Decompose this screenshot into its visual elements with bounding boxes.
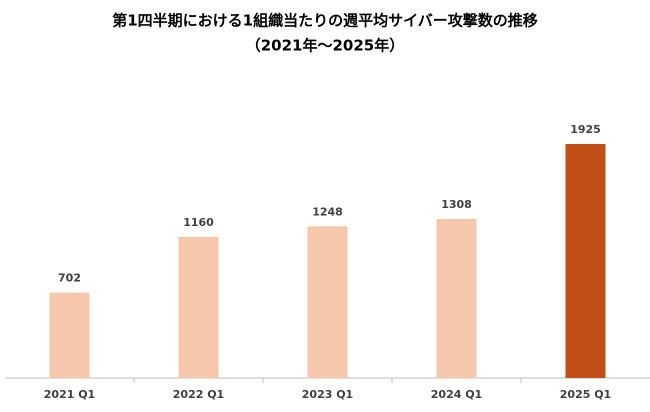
x-tick-label: 2022 Q1: [173, 388, 224, 401]
chart-title: 第1四半期における1組織当たりの週平均サイバー攻撃数の推移: [112, 12, 538, 30]
value-label: 1248: [312, 205, 343, 218]
x-tick-label: 2025 Q1: [560, 388, 611, 401]
bar: [307, 226, 348, 378]
x-tick-label: 2021 Q1: [44, 388, 95, 401]
bar: [49, 292, 90, 378]
chart-subtitle: （2021年～2025年）: [246, 37, 405, 55]
x-tick-label: 2023 Q1: [302, 388, 353, 401]
value-label: 1160: [183, 216, 214, 229]
bar: [178, 236, 219, 378]
bar: [436, 219, 477, 378]
value-label: 702: [58, 272, 81, 285]
value-label: 1925: [570, 123, 601, 136]
value-label: 1308: [441, 198, 472, 211]
bar: [565, 144, 606, 378]
x-tick-label: 2024 Q1: [431, 388, 482, 401]
